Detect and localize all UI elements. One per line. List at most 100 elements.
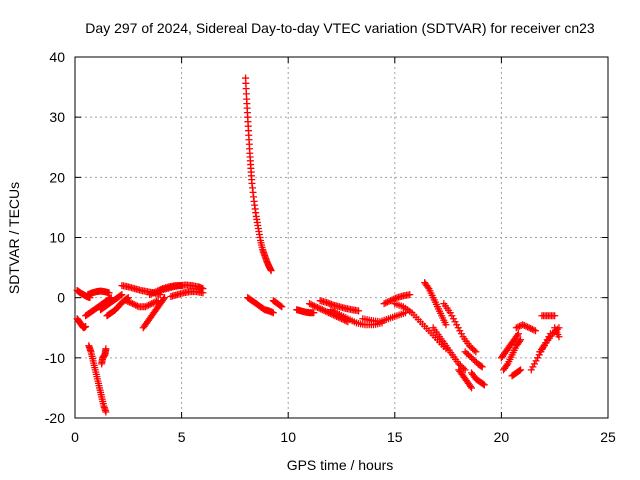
- series-arc-25: [468, 369, 488, 389]
- data-point: [446, 309, 454, 317]
- data-point: [456, 327, 464, 335]
- data-point: [532, 357, 540, 365]
- data-point: [159, 295, 167, 303]
- series-arc-28: [508, 366, 525, 380]
- data-point: [130, 300, 138, 308]
- data-point: [528, 325, 536, 333]
- data-point: [477, 362, 485, 370]
- data-point: [469, 355, 477, 363]
- series-arc-early-b: [73, 315, 90, 332]
- data-point: [469, 345, 477, 353]
- series-arc-20: [421, 279, 450, 329]
- series-arc-15: [316, 297, 363, 315]
- series-arc-9: [156, 281, 207, 294]
- data-point: [471, 357, 479, 365]
- x-tick-label: 25: [600, 429, 616, 445]
- data-point: [479, 380, 487, 388]
- data-point: [514, 330, 522, 338]
- data-point: [478, 363, 486, 371]
- data-point: [153, 297, 161, 305]
- series-arc-26: [497, 330, 522, 362]
- data-point: [267, 267, 275, 275]
- x-axis-label: GPS time / hours: [287, 457, 394, 473]
- data-point: [312, 303, 320, 311]
- data-point: [147, 290, 155, 298]
- series-arc-29: [512, 321, 540, 335]
- series-arc-12: [269, 297, 286, 311]
- data-point: [318, 306, 326, 314]
- data-point: [148, 300, 156, 308]
- y-tick-label: -10: [45, 350, 65, 366]
- data-point: [461, 366, 469, 374]
- data-point: [555, 333, 563, 341]
- data-point: [448, 312, 456, 320]
- data-point: [382, 299, 390, 307]
- series-arc-23: [455, 366, 476, 392]
- y-axis-label: SDTVAR / TECUs: [6, 182, 22, 294]
- data-point: [309, 301, 317, 309]
- data-point: [199, 289, 207, 297]
- data-point: [549, 330, 557, 338]
- data-point: [278, 303, 286, 311]
- y-tick-label: 40: [49, 49, 65, 65]
- data-point: [525, 324, 533, 332]
- data-point: [141, 303, 149, 311]
- data-point: [472, 348, 480, 356]
- data-point: [151, 298, 159, 306]
- data-point: [102, 408, 110, 416]
- y-tick-label: 30: [49, 109, 65, 125]
- x-tick-label: 20: [494, 429, 510, 445]
- y-tick-label: 20: [49, 169, 65, 185]
- series-arc-22: [440, 300, 480, 356]
- data-point: [517, 366, 525, 374]
- series-arc-13: [293, 306, 318, 317]
- data-point: [527, 366, 535, 374]
- data-point: [355, 307, 363, 315]
- series-arc-17: [359, 309, 409, 326]
- series-arc-low-dip: [85, 342, 110, 416]
- data-point: [466, 382, 474, 390]
- grid: [75, 57, 608, 418]
- data-point: [383, 298, 391, 306]
- data-point: [449, 315, 457, 323]
- x-tick-label: 0: [71, 429, 79, 445]
- data-point: [455, 360, 463, 368]
- data-point: [517, 336, 525, 344]
- data-point: [269, 309, 277, 317]
- data-point: [320, 306, 328, 314]
- data-point: [149, 289, 157, 297]
- series-arc-spike: [242, 74, 275, 275]
- chart-title: Day 297 of 2024, Sidereal Day-to-day VTE…: [85, 20, 595, 36]
- data-point: [125, 298, 133, 306]
- series-arc-27: [500, 336, 525, 374]
- data-point: [551, 312, 559, 320]
- data-point: [468, 384, 476, 392]
- data-point: [390, 295, 398, 303]
- data-point: [132, 301, 140, 309]
- data-point: [127, 299, 135, 307]
- series-arc-33: [551, 324, 563, 341]
- data-point: [322, 307, 330, 315]
- x-tick-label: 10: [280, 429, 296, 445]
- series-arc-24: [461, 348, 486, 371]
- data-point: [529, 363, 537, 371]
- data-point: [317, 305, 325, 313]
- data-point: [143, 302, 151, 310]
- data-point: [461, 348, 469, 356]
- data-point: [503, 361, 511, 369]
- y-tick-label: -20: [45, 410, 65, 426]
- data-point: [306, 300, 314, 308]
- data-point: [514, 323, 522, 331]
- series-arc-18: [380, 291, 414, 308]
- data-point: [530, 360, 538, 368]
- series-arc-6: [122, 297, 162, 311]
- series-arc-1: [82, 294, 115, 320]
- data-point: [146, 300, 154, 308]
- tick-labels: 0 5 10 15 20 25 -20 -10 0 10 20 30 40: [45, 49, 616, 445]
- data-point: [406, 291, 414, 299]
- series-arc-3: [97, 291, 126, 314]
- data-point: [129, 300, 137, 308]
- series-arc-21: [429, 324, 469, 374]
- data-point: [463, 349, 471, 357]
